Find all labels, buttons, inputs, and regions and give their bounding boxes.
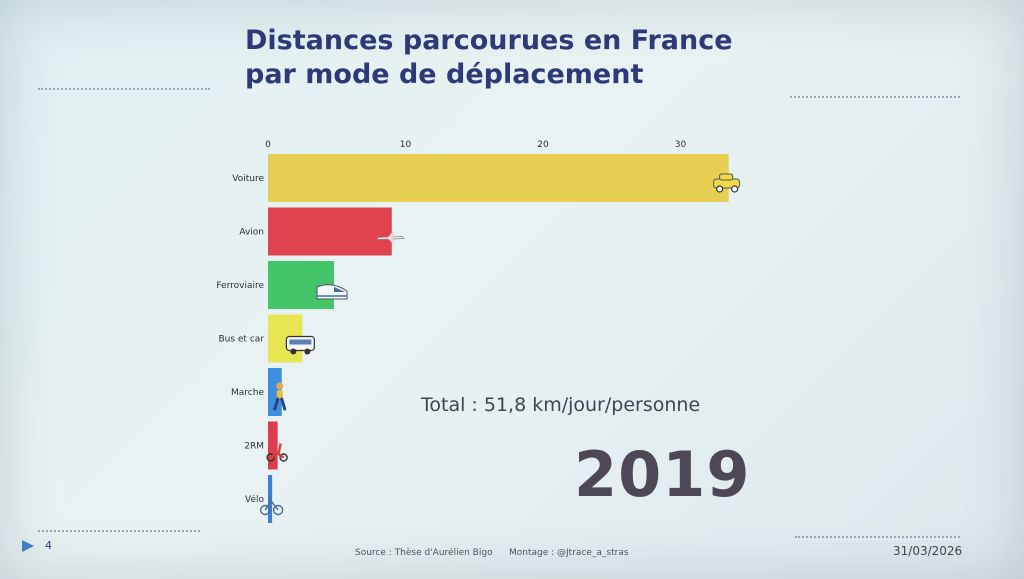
title-line-1: Distances parcourues en France [245,25,733,56]
montage-text: Montage : @Jtrace_a_stras [509,548,629,558]
bar-marche [268,368,282,416]
bar-avion [268,207,392,256]
total-text: Total : 51,8 km/jour/personne [421,394,701,416]
category-label: Ferroviaire [216,281,264,291]
page-number: 4 [45,539,52,552]
chart-title: Distances parcourues en France par mode … [245,24,733,92]
divider-top-right [790,96,960,98]
source-text: Source : Thèse d'Aurélien Bigo [355,548,493,558]
x-tick-label: 30 [675,140,687,150]
bar-2rm [268,421,278,470]
plane-icon [377,231,405,244]
divider-top-left [38,88,210,90]
title-line-2: par mode de déplacement [245,59,644,90]
x-tick-label: 10 [400,140,412,150]
bus-icon [285,335,315,355]
category-label: Marche [231,388,264,398]
train-icon [316,284,348,300]
category-label: Voiture [232,174,264,184]
category-label: Vélo [245,494,264,505]
divider-bottom-right [795,536,960,538]
category-label: Avion [239,228,264,238]
car-icon [713,173,741,193]
year-label: 2019 [574,438,751,511]
x-tick-label: 20 [537,140,549,150]
x-tick-label: 0 [265,140,271,150]
category-label: Bus et car [218,335,264,345]
play-icon[interactable] [21,539,35,553]
divider-bottom-left [38,530,200,532]
bar-voiture [268,154,729,202]
date-label: 31/03/2026 [893,544,963,558]
category-label: 2RM [244,442,264,452]
bicycle-icon [259,496,284,516]
walker-icon [273,382,287,411]
scooter-icon [266,443,288,462]
